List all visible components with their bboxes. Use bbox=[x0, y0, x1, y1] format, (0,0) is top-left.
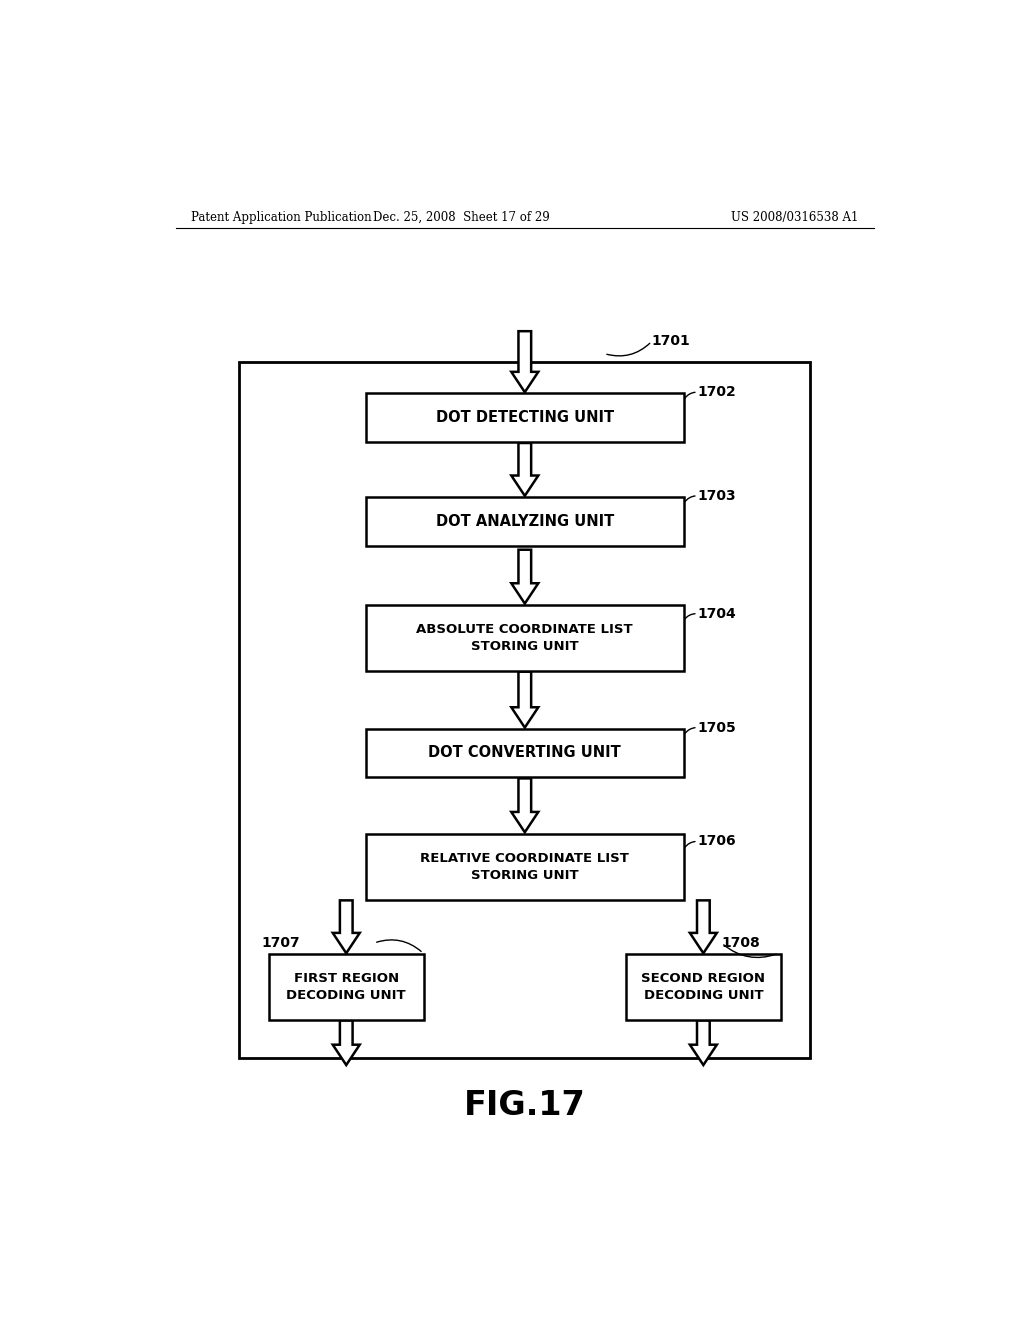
Bar bbox=[367, 605, 684, 671]
Polygon shape bbox=[333, 900, 359, 953]
Bar bbox=[240, 362, 811, 1057]
Polygon shape bbox=[511, 672, 539, 727]
Text: 1702: 1702 bbox=[697, 385, 736, 399]
Text: 1704: 1704 bbox=[697, 607, 736, 620]
Bar bbox=[367, 393, 684, 442]
Text: RELATIVE COORDINATE LIST
STORING UNIT: RELATIVE COORDINATE LIST STORING UNIT bbox=[421, 853, 629, 882]
Polygon shape bbox=[511, 779, 539, 833]
Text: 1701: 1701 bbox=[652, 334, 690, 348]
Text: 1707: 1707 bbox=[261, 936, 300, 950]
Text: DOT DETECTING UNIT: DOT DETECTING UNIT bbox=[436, 411, 613, 425]
Polygon shape bbox=[511, 331, 539, 392]
Text: US 2008/0316538 A1: US 2008/0316538 A1 bbox=[731, 211, 858, 224]
Bar bbox=[367, 496, 684, 545]
Text: Patent Application Publication: Patent Application Publication bbox=[191, 211, 372, 224]
Text: FIRST REGION
DECODING UNIT: FIRST REGION DECODING UNIT bbox=[287, 972, 407, 1002]
Bar bbox=[367, 834, 684, 900]
Text: FIG.17: FIG.17 bbox=[464, 1089, 586, 1122]
Text: 1703: 1703 bbox=[697, 488, 736, 503]
Bar bbox=[269, 954, 424, 1020]
Text: 1706: 1706 bbox=[697, 834, 736, 849]
Text: ABSOLUTE COORDINATE LIST
STORING UNIT: ABSOLUTE COORDINATE LIST STORING UNIT bbox=[417, 623, 633, 653]
Polygon shape bbox=[511, 549, 539, 603]
Text: DOT CONVERTING UNIT: DOT CONVERTING UNIT bbox=[428, 746, 622, 760]
Bar bbox=[626, 954, 780, 1020]
Polygon shape bbox=[511, 444, 539, 496]
Text: SECOND REGION
DECODING UNIT: SECOND REGION DECODING UNIT bbox=[641, 972, 765, 1002]
Polygon shape bbox=[690, 900, 717, 953]
Bar bbox=[367, 729, 684, 777]
Text: 1705: 1705 bbox=[697, 721, 736, 735]
Polygon shape bbox=[333, 1020, 359, 1065]
Polygon shape bbox=[690, 1020, 717, 1065]
Text: DOT ANALYZING UNIT: DOT ANALYZING UNIT bbox=[435, 513, 614, 529]
Text: 1708: 1708 bbox=[722, 936, 761, 950]
Text: Dec. 25, 2008  Sheet 17 of 29: Dec. 25, 2008 Sheet 17 of 29 bbox=[373, 211, 550, 224]
